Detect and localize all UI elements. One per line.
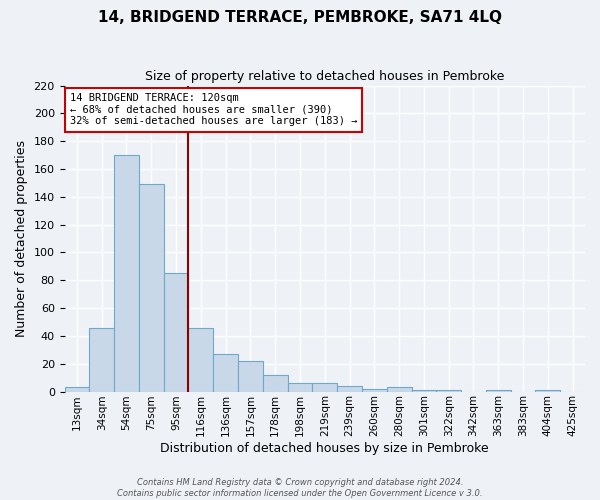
Y-axis label: Number of detached properties: Number of detached properties bbox=[15, 140, 28, 337]
Bar bbox=[535, 390, 560, 392]
Bar bbox=[188, 328, 213, 392]
Bar bbox=[313, 383, 337, 392]
Text: 14, BRIDGEND TERRACE, PEMBROKE, SA71 4LQ: 14, BRIDGEND TERRACE, PEMBROKE, SA71 4LQ bbox=[98, 10, 502, 25]
Title: Size of property relative to detached houses in Pembroke: Size of property relative to detached ho… bbox=[145, 70, 505, 83]
X-axis label: Distribution of detached houses by size in Pembroke: Distribution of detached houses by size … bbox=[160, 442, 489, 455]
Text: 14 BRIDGEND TERRACE: 120sqm
← 68% of detached houses are smaller (390)
32% of se: 14 BRIDGEND TERRACE: 120sqm ← 68% of det… bbox=[70, 93, 357, 126]
Bar bbox=[387, 388, 412, 392]
Bar bbox=[114, 155, 139, 392]
Bar bbox=[337, 386, 362, 392]
Bar bbox=[486, 390, 511, 392]
Bar bbox=[287, 383, 313, 392]
Bar bbox=[65, 388, 89, 392]
Bar bbox=[89, 328, 114, 392]
Bar bbox=[238, 361, 263, 392]
Bar bbox=[139, 184, 164, 392]
Text: Contains HM Land Registry data © Crown copyright and database right 2024.
Contai: Contains HM Land Registry data © Crown c… bbox=[117, 478, 483, 498]
Bar bbox=[436, 390, 461, 392]
Bar bbox=[412, 390, 436, 392]
Bar bbox=[362, 389, 387, 392]
Bar bbox=[213, 354, 238, 392]
Bar bbox=[263, 375, 287, 392]
Bar bbox=[164, 274, 188, 392]
